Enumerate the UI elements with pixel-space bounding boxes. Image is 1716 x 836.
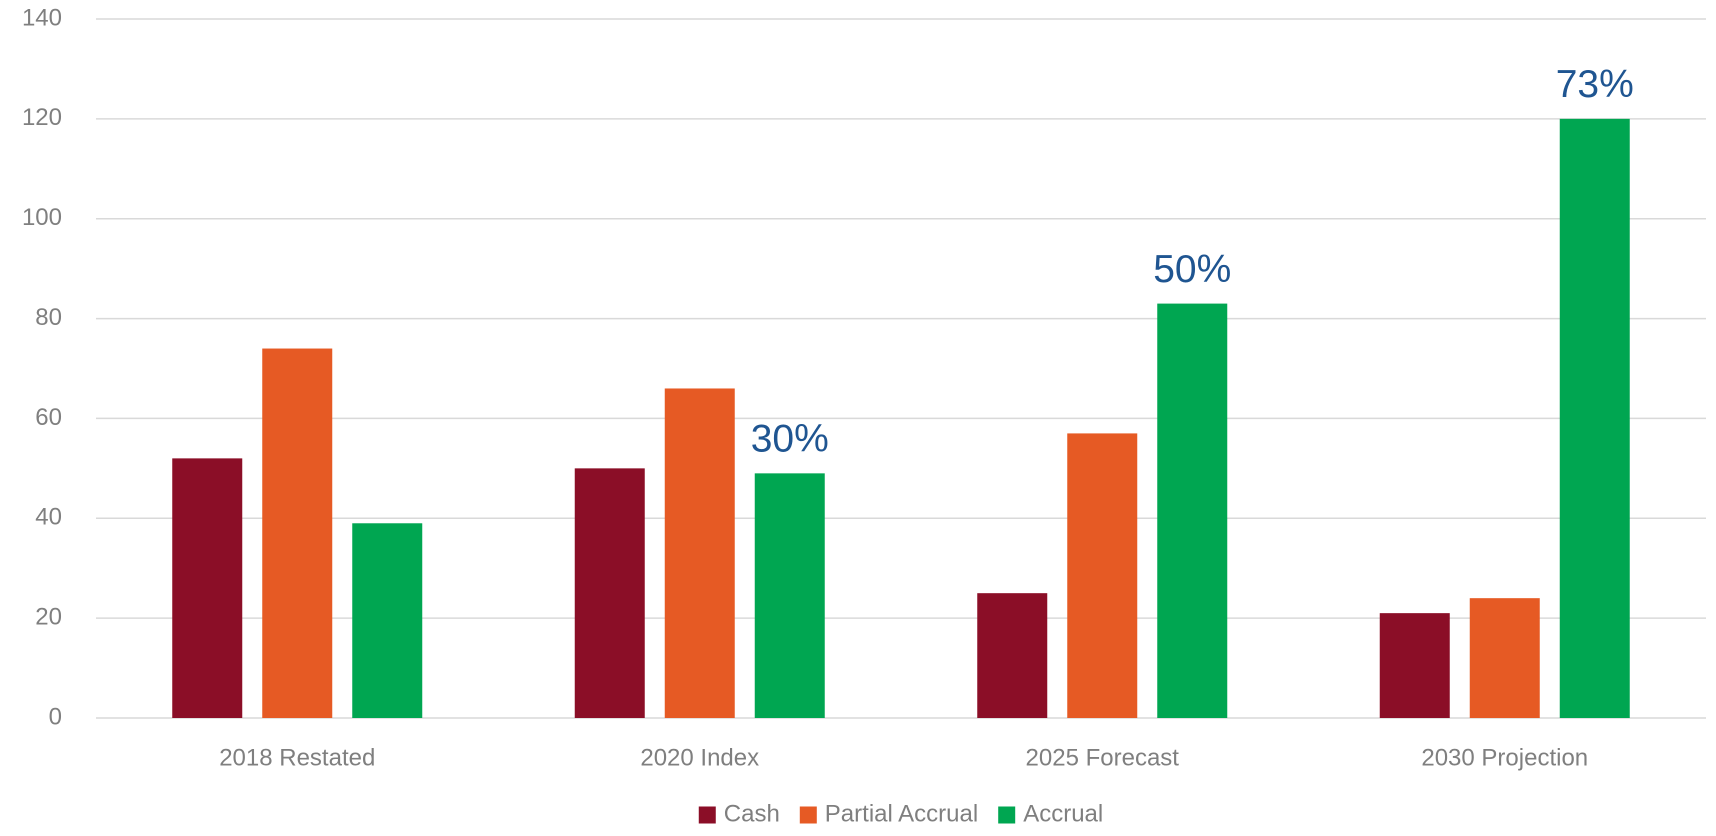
bar	[1157, 303, 1228, 718]
bar	[1559, 118, 1630, 719]
annotation: 30%	[751, 418, 829, 461]
x-tick-label: 2025 Forecast	[1026, 744, 1180, 771]
legend-label: Cash	[724, 800, 780, 827]
y-tick-label: 80	[35, 304, 62, 331]
x-tick-label: 2020 Index	[640, 744, 759, 771]
legend-label: Partial Accrual	[825, 800, 978, 827]
bar	[1067, 433, 1138, 718]
y-tick-label: 0	[49, 703, 62, 730]
bar	[352, 523, 423, 718]
annotation: 73%	[1556, 63, 1634, 106]
bar	[1469, 598, 1540, 718]
y-tick-label: 60	[35, 404, 62, 431]
bar	[1379, 613, 1450, 718]
y-tick-label: 40	[35, 504, 62, 531]
bar	[977, 593, 1048, 718]
y-tick-label: 100	[22, 204, 62, 231]
bar	[574, 468, 645, 718]
annotation: 50%	[1153, 248, 1231, 291]
legend-swatch	[998, 806, 1016, 824]
bar	[754, 473, 825, 718]
bar	[172, 458, 243, 718]
legend-swatch	[698, 806, 716, 824]
legend-swatch	[799, 806, 817, 824]
y-tick-label: 140	[22, 4, 62, 31]
bar	[664, 388, 735, 718]
bar	[262, 348, 333, 718]
x-tick-label: 2030 Projection	[1421, 744, 1588, 771]
y-tick-label: 20	[35, 603, 62, 630]
y-tick-label: 120	[22, 104, 62, 131]
x-tick-label: 2018 Restated	[219, 744, 375, 771]
legend-label: Accrual	[1023, 800, 1103, 827]
